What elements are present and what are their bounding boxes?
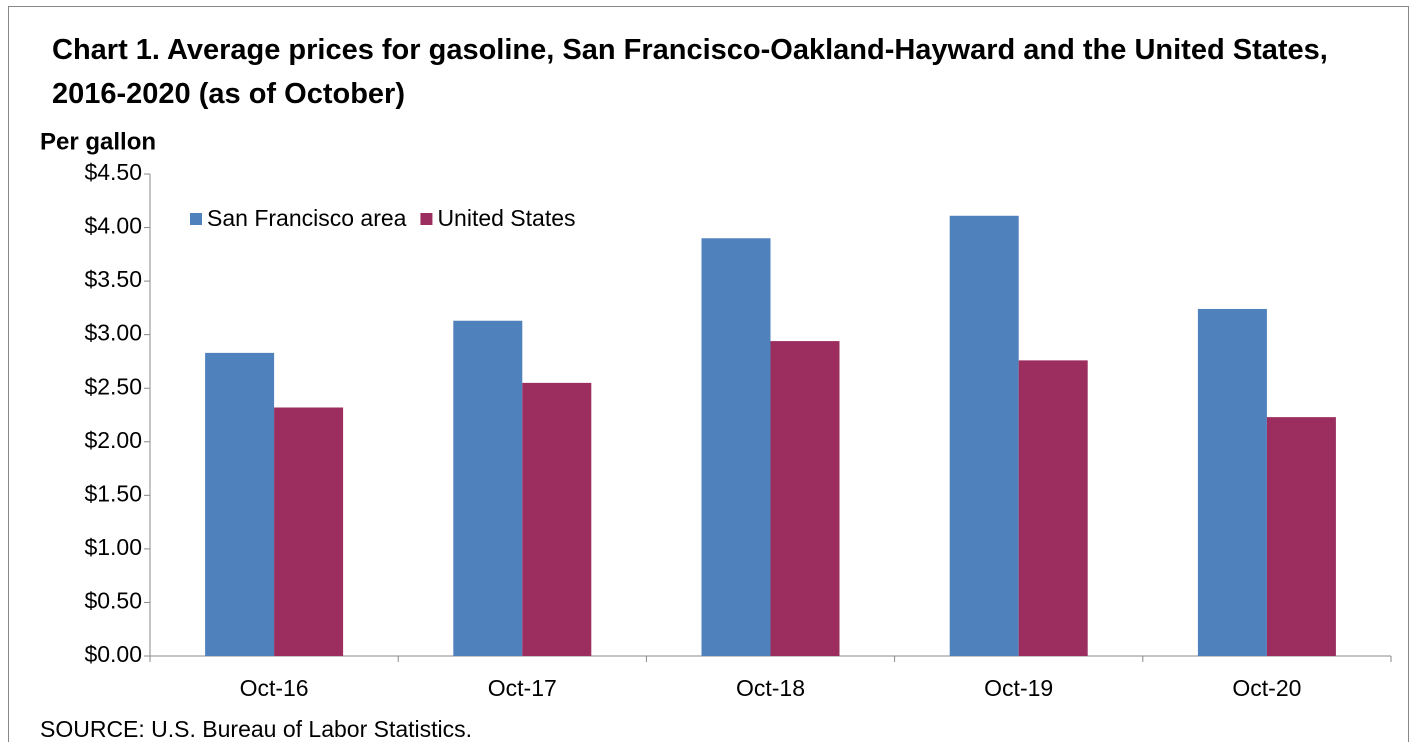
- bar: [522, 382, 592, 656]
- legend-label: United States: [437, 205, 575, 231]
- y-tick-label: $4.00: [84, 213, 142, 239]
- y-tick-label: $0.50: [84, 588, 142, 614]
- x-tick-label: Oct-20: [1232, 675, 1301, 701]
- bar: [1266, 417, 1336, 656]
- x-tick-label: Oct-16: [240, 675, 309, 701]
- y-tick-label: $1.50: [84, 480, 142, 506]
- y-tick-label: $1.00: [84, 534, 142, 560]
- frame: [8, 6, 1409, 742]
- legend-label: San Francisco area: [207, 205, 407, 231]
- y-tick-label: $2.50: [84, 373, 142, 399]
- legend-swatch: [420, 213, 433, 225]
- bar: [701, 238, 771, 656]
- legend-swatch: [190, 213, 202, 225]
- bar: [453, 320, 523, 656]
- source: SOURCE: U.S. Bureau of Labor Statistics.: [40, 716, 472, 742]
- y-axis-label: Per gallon: [40, 128, 156, 155]
- bar: [770, 341, 840, 656]
- y-tick-label: $2.00: [84, 427, 142, 453]
- bar: [274, 407, 344, 656]
- chart-title: Chart 1. Average prices for gasoline, Sa…: [52, 34, 1328, 110]
- bar: [1018, 360, 1088, 656]
- bar: [1197, 308, 1267, 656]
- y-tick-label: $3.00: [84, 320, 142, 346]
- x-tick-label: Oct-19: [984, 675, 1053, 701]
- x-tick-label: Oct-18: [736, 675, 805, 701]
- y-tick-label: $3.50: [84, 266, 142, 292]
- bar: [949, 215, 1019, 657]
- y-tick-label: $0.00: [84, 641, 142, 667]
- x-tick-label: Oct-17: [488, 675, 557, 701]
- y-tick-label: $4.50: [84, 159, 142, 185]
- bar: [205, 352, 275, 656]
